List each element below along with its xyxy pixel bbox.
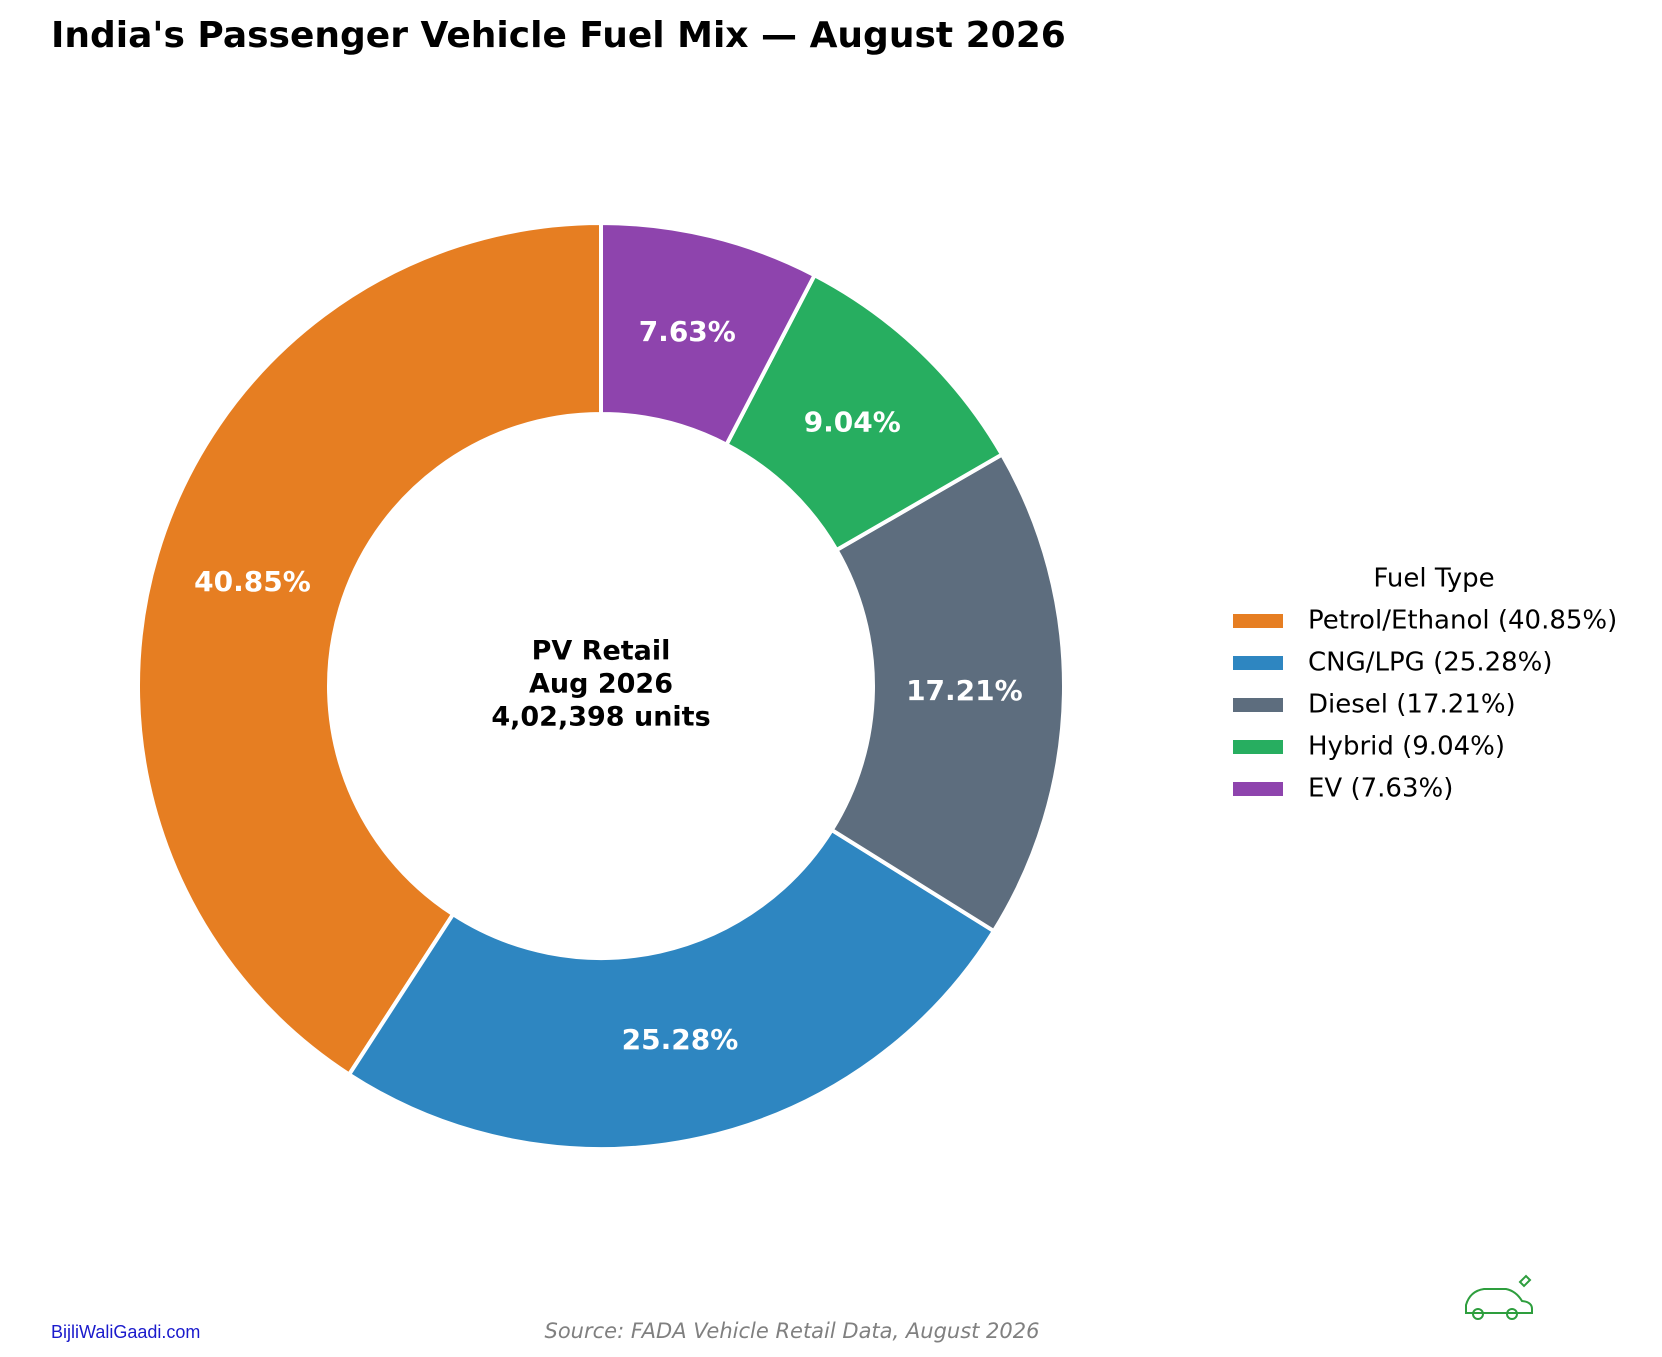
legend-label: Petrol/Ethanol (40.85%)	[1308, 606, 1617, 636]
value-label: 40.85%	[194, 565, 311, 598]
legend-swatch	[1233, 740, 1283, 754]
logo	[1465, 1274, 1533, 1320]
center-label: 4,02,398 units	[491, 702, 710, 733]
center-label: PV Retail	[532, 636, 671, 667]
value-label: 9.04%	[804, 405, 901, 438]
legend-swatch	[1233, 614, 1283, 628]
legend-swatch	[1233, 656, 1283, 670]
slice	[599, 220, 818, 448]
value-label: 7.63%	[639, 315, 736, 348]
value-label: 17.21%	[906, 674, 1023, 707]
slice	[829, 451, 1066, 934]
legend-swatch	[1233, 782, 1283, 796]
legend-label: Diesel (17.21%)	[1308, 690, 1516, 720]
legend-label: CNG/LPG (25.28%)	[1308, 648, 1553, 678]
center-label: Aug 2026	[529, 669, 673, 700]
legend-label: Hybrid (9.04%)	[1308, 732, 1505, 762]
legend-label: EV (7.63%)	[1308, 774, 1453, 804]
value-label: 25.28%	[622, 1023, 739, 1056]
slice	[136, 220, 603, 1078]
site-link[interactable]: BijliWaliGaadi.com	[51, 1322, 200, 1342]
slice	[346, 827, 997, 1151]
chart-title: India's Passenger Vehicle Fuel Mix — Aug…	[51, 15, 1066, 56]
source-note: Source: FADA Vehicle Retail Data, August…	[545, 1319, 1040, 1343]
legend-title: Fuel Type	[1373, 564, 1494, 594]
legend-swatch	[1233, 698, 1283, 712]
